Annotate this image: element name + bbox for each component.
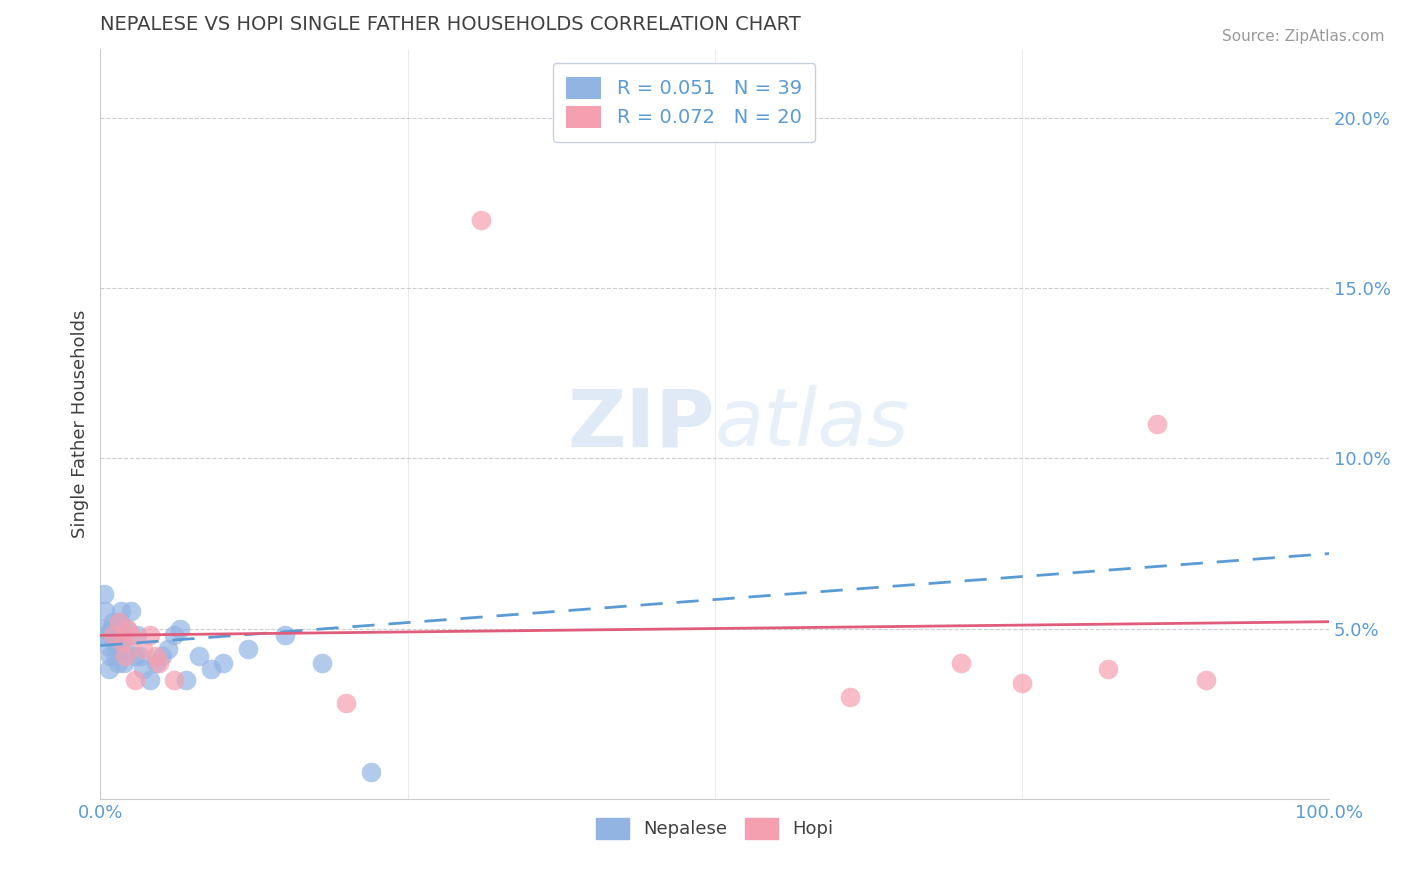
Point: [120, 605, 142, 619]
Text: atlas: atlas: [714, 385, 910, 463]
Point: [97, 662, 120, 676]
Point: [163, 673, 186, 687]
Point: [101, 628, 124, 642]
Point: [838, 690, 860, 704]
Point: [128, 648, 150, 663]
Point: [1146, 417, 1168, 431]
Point: [97, 639, 120, 653]
Point: [120, 628, 142, 642]
Point: [100, 622, 122, 636]
Point: [124, 648, 146, 663]
Point: [212, 656, 235, 670]
Point: [150, 648, 173, 663]
Point: [169, 622, 191, 636]
Point: [111, 628, 134, 642]
Point: [187, 648, 209, 663]
Text: Source: ZipAtlas.com: Source: ZipAtlas.com: [1222, 29, 1385, 44]
Point: [311, 656, 333, 670]
Point: [138, 673, 160, 687]
Point: [145, 656, 167, 670]
Point: [108, 615, 131, 629]
Point: [103, 635, 125, 649]
Point: [112, 656, 135, 670]
Legend: Nepalese, Hopi: Nepalese, Hopi: [589, 811, 841, 846]
Point: [111, 635, 134, 649]
Point: [132, 662, 155, 676]
Point: [156, 642, 179, 657]
Point: [94, 605, 117, 619]
Text: NEPALESE VS HOPI SINGLE FATHER HOUSEHOLDS CORRELATION CHART: NEPALESE VS HOPI SINGLE FATHER HOUSEHOLD…: [100, 15, 801, 34]
Point: [1011, 676, 1033, 690]
Point: [107, 615, 129, 629]
Point: [93, 587, 115, 601]
Point: [163, 628, 186, 642]
Point: [138, 628, 160, 642]
Point: [335, 697, 357, 711]
Point: [107, 639, 129, 653]
Point: [117, 622, 139, 636]
Point: [360, 764, 382, 779]
Point: [236, 642, 259, 657]
Point: [96, 628, 118, 642]
Point: [110, 605, 132, 619]
Point: [145, 648, 167, 663]
Point: [98, 648, 121, 663]
Point: [949, 656, 972, 670]
Y-axis label: Single Father Households: Single Father Households: [72, 310, 89, 539]
Point: [148, 656, 170, 670]
Point: [114, 648, 136, 663]
Point: [132, 642, 155, 657]
Point: [105, 628, 128, 642]
Point: [470, 212, 492, 227]
Point: [91, 622, 114, 636]
Point: [107, 656, 129, 670]
Point: [273, 628, 295, 642]
Point: [1195, 673, 1218, 687]
Text: ZIP: ZIP: [568, 385, 714, 463]
Point: [117, 622, 139, 636]
Point: [104, 648, 127, 663]
Point: [1097, 662, 1119, 676]
Point: [200, 662, 222, 676]
Point: [101, 615, 124, 629]
Point: [114, 642, 136, 657]
Point: [127, 628, 149, 642]
Point: [176, 673, 198, 687]
Point: [124, 673, 146, 687]
